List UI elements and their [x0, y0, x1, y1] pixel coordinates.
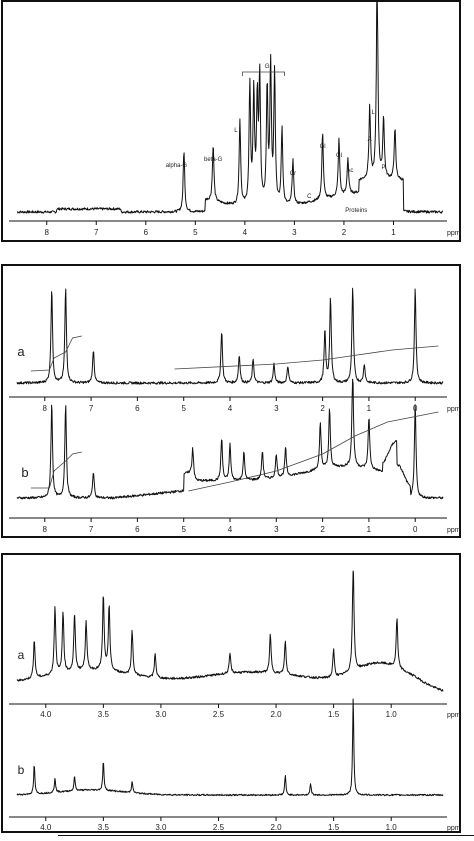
- x-tick-label-bottom-b: 4.0: [40, 823, 52, 832]
- x-tick-label-middle-a: 2: [320, 404, 325, 413]
- x-tick-label-middle-b: 2: [320, 525, 325, 534]
- footer-rule: [58, 835, 474, 836]
- peak-label-a: A: [368, 137, 372, 143]
- x-tick-label-bottom-a: 1.5: [328, 710, 340, 719]
- x-tick-label-middle-a: 7: [89, 404, 94, 413]
- spectrum-middle-chart: 8 7 6 5 4 3 2 1 0 ppm 8 7 6 5 4 3 2 1 0 ppm a b: [9, 287, 461, 534]
- x-tick-label-bottom-a: 4.0: [40, 710, 52, 719]
- spectrum-bottom-chart: 4.0 3.5 3.0 2.5 2.0 1.5 1.0 ppm 4.0 3.5 3.0 2.5 2.0 1…: [9, 570, 461, 832]
- x-tick-label-middle-b: 8: [43, 525, 48, 534]
- x-unit-label-top: ppm: [447, 230, 461, 237]
- spectrum-top-chart: 8 7 6 5 4 3 2 1 ppm alpha-G beta-G G L Cr Gl Gl Ac A L P C Pr…: [9, 0, 461, 237]
- peak-label-beta-g: beta-G: [204, 157, 223, 163]
- x-tick-label-bottom-b: 1.5: [328, 823, 340, 832]
- x-tick-label-middle-a: 3: [274, 404, 279, 413]
- x-tick-label-middle-b: 1: [367, 525, 372, 534]
- spectrum-middle-trace-b: [16, 378, 444, 500]
- x-unit-label-middle-a: ppm: [447, 406, 461, 413]
- spectrum-panel-bottom: 4.0 3.5 3.0 2.5 2.0 1.5 1.0 ppm 4.0 3.5 3.0 2.5 2.0 1…: [1, 553, 461, 833]
- x-tick-label-middle-b: 3: [274, 525, 279, 534]
- spectrum-bottom-trace-a: [16, 570, 444, 692]
- x-tick-label-bottom-b: 1.0: [386, 823, 398, 832]
- spectrum-top-trace: [16, 0, 444, 214]
- x-tick-label-bottom-a: 3.5: [98, 710, 110, 719]
- x-tick-label-middle-b: 4: [228, 525, 233, 534]
- peak-label-proteins: Proteins: [345, 208, 367, 214]
- peak-label-g: G: [265, 64, 270, 70]
- peak-label-cr: Cr: [290, 171, 296, 177]
- x-tick-label-top: 6: [144, 228, 149, 237]
- x-tick-label-top: 4: [243, 228, 248, 237]
- x-tick-label-middle-b: 5: [181, 525, 186, 534]
- peak-label-gl: Gl: [336, 153, 342, 159]
- x-tick-label-middle-a: 1: [367, 404, 372, 413]
- x-unit-label-bottom-b: ppm: [447, 825, 461, 832]
- x-tick-label-middle-a: 6: [135, 404, 140, 413]
- trace-label-b: b: [18, 763, 25, 777]
- x-tick-label-top: 2: [342, 228, 347, 237]
- trace-label-b: b: [21, 465, 28, 480]
- x-tick-label-top: 1: [391, 228, 396, 237]
- x-tick-label-top: 5: [193, 228, 198, 237]
- x-tick-label-top: 8: [44, 228, 49, 237]
- x-tick-label-top: 3: [292, 228, 297, 237]
- x-tick-label-middle-a: 8: [43, 404, 48, 413]
- g-bracket: [241, 71, 285, 76]
- x-tick-label-bottom-b: 2.5: [213, 823, 225, 832]
- x-tick-label-bottom-a: 2.5: [213, 710, 225, 719]
- peak-label-c: C: [307, 194, 312, 200]
- x-tick-label-middle-a: 0: [413, 404, 418, 413]
- spectrum-bottom-trace-b: [16, 698, 444, 797]
- x-unit-label-bottom-a: ppm: [447, 712, 461, 719]
- peak-label-alpha-g: alpha-G: [166, 163, 188, 169]
- x-tick-label-bottom-b: 3.5: [98, 823, 110, 832]
- spectrum-middle-trace-a-integral: [30, 335, 439, 372]
- x-tick-label-middle-a: 5: [181, 404, 186, 413]
- peak-label-gl: Gl: [320, 144, 326, 150]
- peak-label-l: L: [234, 128, 238, 134]
- x-tick-label-bottom-a: 3.0: [155, 710, 167, 719]
- x-tick-label-top: 7: [94, 228, 99, 237]
- peak-label-l: L: [371, 110, 375, 116]
- peak-label-ac: Ac: [346, 168, 353, 174]
- x-tick-label-bottom-a: 1.0: [386, 710, 398, 719]
- x-tick-label-middle-a: 4: [228, 404, 233, 413]
- spectrum-panel-middle: 8 7 6 5 4 3 2 1 0 ppm 8 7 6 5 4 3 2 1 0 ppm a b: [1, 264, 461, 538]
- x-tick-label-bottom-b: 2.0: [270, 823, 282, 832]
- x-unit-label-middle-b: ppm: [447, 527, 461, 534]
- spectrum-middle-trace-a: [16, 287, 444, 385]
- x-tick-label-bottom-a: 2.0: [270, 710, 282, 719]
- peak-label-p: P: [382, 165, 386, 171]
- trace-label-a: a: [18, 648, 25, 662]
- trace-label-a: a: [17, 344, 25, 359]
- spectrum-middle-trace-b-integral: [30, 411, 439, 492]
- x-tick-label-bottom-b: 3.0: [155, 823, 167, 832]
- x-tick-label-middle-b: 7: [89, 525, 94, 534]
- spectrum-panel-top: 8 7 6 5 4 3 2 1 ppm alpha-G beta-G G L Cr Gl Gl Ac A L P C Pr…: [1, 0, 461, 242]
- x-tick-label-middle-b: 6: [135, 525, 140, 534]
- x-tick-label-middle-b: 0: [413, 525, 418, 534]
